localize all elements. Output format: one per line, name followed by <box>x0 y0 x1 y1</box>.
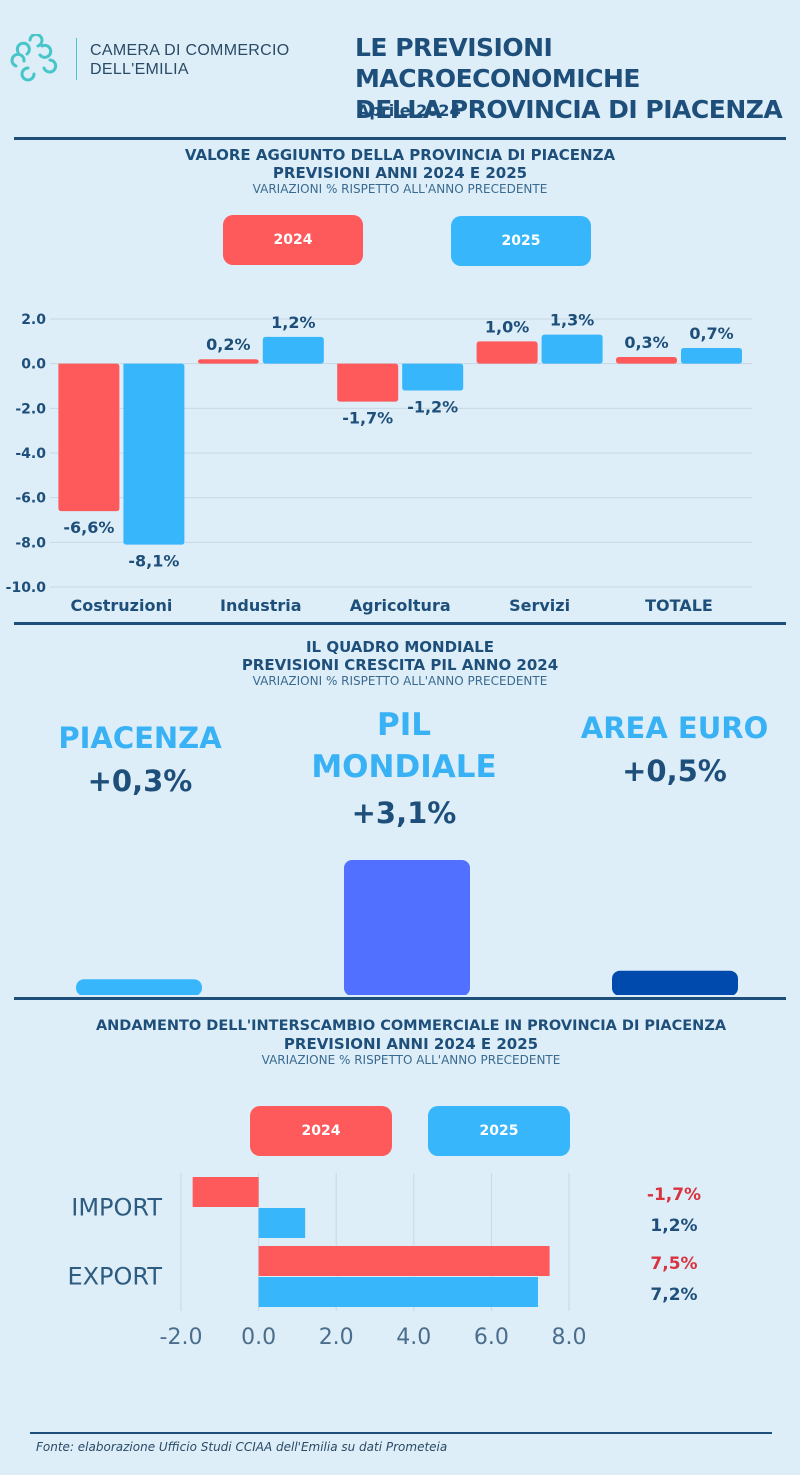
data-label: 0,3% <box>624 333 668 352</box>
legend-2024: 2024 <box>223 215 363 265</box>
kpi-piacenza: PIACENZA +0,3% <box>40 718 240 798</box>
section-divider <box>14 997 786 1000</box>
data-label: -6,6% <box>63 518 114 537</box>
kpi-world-name-line2: MONDIALE <box>311 749 497 785</box>
kpi-world-value: +3,1% <box>351 796 457 830</box>
data-label: 0,2% <box>206 335 250 354</box>
x-tick-label: -2.0 <box>160 1325 203 1350</box>
section3-title-line1: ANDAMENTO DELL'INTERSCAMBIO COMMERCIALE … <box>95 1018 727 1034</box>
y-tick-label: 0.0 <box>21 357 46 373</box>
bar-2025-export <box>258 1277 538 1307</box>
source-note: Fonte: elaborazione Ufficio Studi CCIAA … <box>36 1440 448 1454</box>
page-title-line2: DELLA PROVINCIA DI PIACENZA <box>355 95 783 124</box>
section2-subtitle: VARIAZIONI % RISPETTO ALL'ANNO PRECEDENT… <box>252 674 548 688</box>
y-tick-label: -10.0 <box>6 580 47 596</box>
x-tick-label: Costruzioni <box>70 596 172 615</box>
bar-2024-import <box>192 1177 259 1207</box>
y-tick-label: -4.0 <box>15 446 46 462</box>
header: CAMERA DI COMMERCIO DELL'EMILIA LE PREVI… <box>0 0 800 135</box>
org-name-line2: DELL'EMILIA <box>90 61 189 78</box>
bar-2025-servizi <box>541 334 603 364</box>
section3-header: ANDAMENTO DELL'INTERSCAMBIO COMMERCIALE … <box>0 1017 800 1067</box>
x-tick-label: 8.0 <box>552 1325 587 1350</box>
bar-2024-export <box>258 1246 550 1276</box>
section1-title-line1: VALORE AGGIUNTO DELLA PROVINCIA DI PIACE… <box>184 146 616 164</box>
y-tick-label: -2.0 <box>15 401 46 417</box>
kpi-piacenza-value: +0,3% <box>87 764 193 798</box>
data-label: -1,7% <box>342 409 393 428</box>
kpi-euro: AREA EURO +0,5% <box>572 708 777 788</box>
bar-2025-import <box>258 1208 306 1238</box>
legend-trade-2025: 2025 <box>428 1106 570 1156</box>
x-tick-label: 4.0 <box>396 1325 431 1350</box>
trade-chart: -2.0 0.0 2.0 4.0 6.0 8.0 IMPORT -1,7% 1,2% EXPORT… <box>67 1173 701 1350</box>
y-tick-label: -6.0 <box>15 491 46 507</box>
x-tick-label: 6.0 <box>474 1325 509 1350</box>
bar-2025-costruzioni <box>123 363 185 545</box>
gdp-bar-area-euro <box>612 970 738 995</box>
data-label: -8,1% <box>128 552 179 571</box>
bar-2025-industria <box>262 336 324 364</box>
section2-header: IL QUADRO MONDIALE PREVISIONI CRESCITA P… <box>0 638 800 688</box>
section1-subtitle: VARIAZIONI % RISPETTO ALL'ANNO PRECEDENT… <box>252 182 548 196</box>
legend-trade-2024: 2024 <box>250 1106 392 1156</box>
bar-2025-agricoltura <box>402 363 464 391</box>
x-tick-label: 0.0 <box>241 1325 276 1350</box>
kpi-euro-name: AREA EURO <box>580 711 769 745</box>
kpi-euro-value: +0,5% <box>622 754 727 788</box>
gdp-bar-piacenza <box>76 979 202 995</box>
x-tick-label: Agricoltura <box>350 596 451 615</box>
org-name-line1: CAMERA DI COMMERCIO <box>90 42 290 59</box>
data-label: -1,2% <box>407 397 458 416</box>
bar-2024-agricoltura <box>337 363 399 402</box>
y-tick-label: 2.0 <box>21 312 46 328</box>
section3-title-line2: PREVISIONI ANNI 2024 E 2025 <box>283 1035 539 1053</box>
gdp-bar-pil-mondiale <box>344 860 470 995</box>
section-divider <box>14 137 786 140</box>
camera-commercio-logo-icon <box>10 34 58 82</box>
section-divider <box>14 622 786 625</box>
section3-subtitle: VARIAZIONE % RISPETTO ALL'ANNO PRECEDENT… <box>261 1053 561 1067</box>
data-label: 1,3% <box>550 311 594 330</box>
section1-title-line2: PREVISIONI ANNI 2024 E 2025 <box>272 164 528 182</box>
kpi-world: PIL MONDIALE +3,1% <box>300 704 508 830</box>
section2-title-line2: PREVISIONI CRESCITA PIL ANNO 2024 <box>241 656 559 674</box>
x-tick-label: Industria <box>220 596 302 615</box>
report-date: Aprile 2024 <box>357 101 461 120</box>
section2-title-line1: IL QUADRO MONDIALE <box>305 638 495 656</box>
bar-2024-servizi <box>476 341 538 364</box>
x-tick-label: 2.0 <box>319 1325 354 1350</box>
x-tick-label: TOTALE <box>645 596 713 615</box>
kpi-world-name-line1: PIL <box>376 707 431 743</box>
bar-2025-totale <box>681 348 742 364</box>
section1-header: VALORE AGGIUNTO DELLA PROVINCIA DI PIACE… <box>0 146 800 196</box>
page-title-line1: LE PREVISIONI MACROECONOMICHE <box>355 33 640 93</box>
kpi-piacenza-name: PIACENZA <box>58 721 222 755</box>
y-tick-label: -8.0 <box>15 535 46 551</box>
data-label: 1,2% <box>650 1216 697 1236</box>
bar-2024-costruzioni <box>58 363 120 512</box>
data-label: 7,2% <box>650 1285 697 1305</box>
page-title: LE PREVISIONI MACROECONOMICHE DELLA PROV… <box>355 32 800 125</box>
bar-2024-totale <box>616 356 677 364</box>
y-category-label: EXPORT <box>67 1263 162 1291</box>
data-label: 1,2% <box>271 313 315 332</box>
x-tick-label: Servizi <box>509 596 570 615</box>
logo-divider <box>76 38 77 80</box>
gdp-growth-chart <box>76 860 738 995</box>
bar-2024-industria <box>197 359 259 364</box>
footer-divider <box>30 1432 772 1434</box>
data-label: 7,5% <box>650 1254 697 1274</box>
data-label: 0,7% <box>689 324 733 343</box>
org-name: CAMERA DI COMMERCIO DELL'EMILIA <box>90 41 290 79</box>
value-added-chart: 2.0 0.0 -2.0 -4.0 -6.0 -8.0 -10.0 -6,6% -8,1% Cos… <box>6 311 752 615</box>
y-category-label: IMPORT <box>71 1194 162 1222</box>
data-label: 1,0% <box>485 317 529 336</box>
data-label: -1,7% <box>647 1185 701 1205</box>
legend-2025: 2025 <box>451 216 591 266</box>
